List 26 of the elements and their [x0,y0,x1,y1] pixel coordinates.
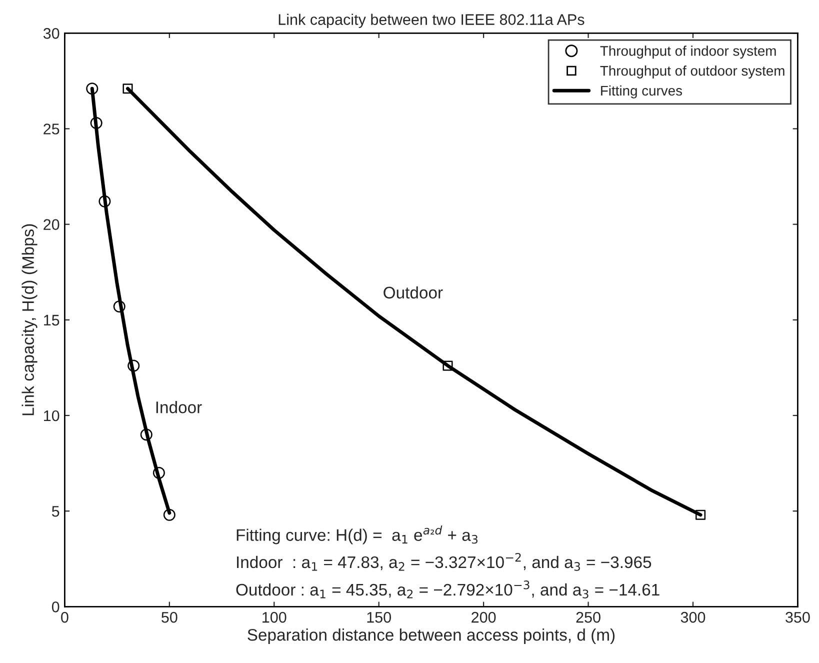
text: Indoor : a$_{1}$ = 47.83, a$_{2}$ = −3.327×10$^{−2}$, and a$_{3}$ = −3.965 [237,552,652,571]
text: Outdoor : a$_{1}$ = 45.35, a$_{2}$ = −2.792×10$^{−3}$, and a$_{3}$ = −14.61 [236,580,660,598]
x-tick-label: 200 [472,612,496,623]
legend-label: Throughput of indoor system [600,46,776,59]
y-axis-title: Link capacity, H(d) (Mbps) [22,224,38,416]
annotation: Fitting curve: H(d) = a$_{1}$ e$^{a₂d}$ + a$_{3}$ [236,526,478,544]
y-tick-label: 10 [44,410,60,422]
y-tick-label: 0 [52,602,60,612]
x-tick-label: 250 [576,612,600,623]
chart-title: Link capacity between two IEEE 802.11a APs [278,14,584,28]
x-axis-title: Separation distance between access points, d (m) [248,628,615,644]
legend-label: Throughput of outdoor system [600,66,784,78]
x-tick-label: 100 [262,612,286,623]
y-tick-label: 30 [43,28,60,39]
x-tick-label: 0 [61,612,68,623]
y-tick-label: 20 [44,219,60,230]
legend-label: Fitting curves [601,85,682,98]
x-tick-label: 350 [786,612,810,623]
x-tick-label: 150 [367,612,391,623]
y-tick-label: 25 [44,124,60,134]
x-tick-label: 300 [680,612,706,623]
x-tick-label: 50 [162,612,178,623]
y-tick-label: 15 [44,314,60,326]
annotation: Indoor [156,401,202,414]
y-tick-label: 5 [52,506,60,517]
annotation: Outdoor [384,286,443,299]
